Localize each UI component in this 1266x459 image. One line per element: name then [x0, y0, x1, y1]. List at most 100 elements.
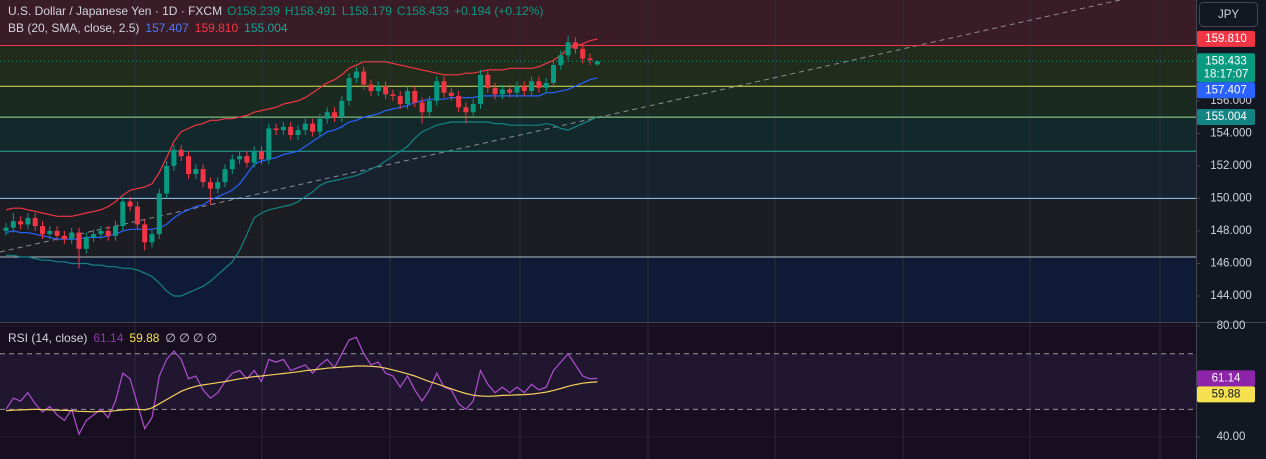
candle-body — [485, 74, 491, 88]
rsi-ma-value: 59.88 — [129, 331, 159, 345]
rsi-inputs: ∅ ∅ ∅ ∅ — [165, 331, 217, 345]
candle-body — [215, 182, 221, 189]
indicator-line — [5, 365, 598, 413]
candle-body — [54, 230, 60, 236]
candle-body — [551, 65, 556, 83]
candle-body — [426, 100, 432, 113]
candle-body — [259, 151, 264, 160]
candle-body — [470, 104, 476, 113]
zone — [0, 256, 1196, 322]
candle-body — [120, 201, 126, 227]
candle-body — [149, 234, 155, 243]
candle-body — [244, 156, 250, 163]
candle-body — [434, 81, 440, 101]
price-label-box — [1197, 370, 1255, 387]
candle-body — [448, 92, 454, 96]
candle-body — [288, 126, 294, 135]
rsi-value: 61.14 — [93, 331, 123, 345]
candle-body — [69, 232, 75, 240]
price-label-box — [1197, 53, 1255, 83]
zone — [0, 86, 1196, 118]
currency-button[interactable] — [1199, 2, 1258, 27]
indicator-line — [5, 77, 598, 240]
candle-body — [390, 94, 396, 96]
candle-body — [280, 126, 286, 131]
price-label-box — [1197, 82, 1255, 99]
candle-body — [412, 91, 418, 103]
candle-body — [543, 82, 549, 88]
high: H158.491 — [285, 4, 337, 18]
candle-body — [61, 235, 67, 240]
candle-body — [565, 42, 571, 56]
price-label: 157.407 — [1205, 84, 1247, 96]
indicator-line — [5, 336, 598, 436]
zone — [0, 0, 1196, 46]
y-tick-label: 80.00 — [1217, 320, 1246, 332]
candle-body — [273, 128, 279, 131]
candle-body — [47, 230, 53, 235]
candle-body — [193, 169, 199, 175]
price-label: 59.88 — [1212, 388, 1241, 400]
currency[interactable]: JPY — [1218, 9, 1239, 21]
candle-body — [25, 217, 31, 225]
candle-body — [83, 237, 89, 249]
zone — [0, 151, 1196, 199]
candle-body — [127, 201, 133, 207]
indicator-line — [5, 38, 598, 217]
candle-body — [419, 102, 425, 113]
price-label-box — [1197, 30, 1255, 47]
zone — [0, 117, 1196, 152]
candle-body — [105, 230, 111, 236]
candle-body — [499, 89, 505, 95]
y-tick-label: 146.000 — [1210, 257, 1252, 269]
candle-body — [302, 123, 308, 131]
candle-body — [324, 112, 330, 119]
y-tick-label: 152.000 — [1210, 160, 1252, 172]
candle-body — [171, 149, 177, 166]
candle-body — [317, 118, 323, 132]
candle-body — [587, 58, 593, 61]
candle-body — [186, 156, 191, 175]
zone — [0, 45, 1196, 87]
candle-body — [207, 182, 213, 189]
price-label: 155.004 — [1205, 111, 1247, 123]
candle-body — [383, 86, 389, 95]
candle-body — [332, 112, 337, 118]
zone — [0, 198, 1196, 257]
candle-body — [32, 217, 38, 227]
candle-body — [361, 71, 367, 85]
price-label: 159.810 — [1205, 33, 1247, 45]
indicator-line — [6, 116, 598, 297]
candle-body — [237, 156, 243, 160]
rsi-legend: RSI (14, close) 61.14 59.88 ∅ ∅ ∅ ∅ — [8, 331, 217, 345]
close: C158.433 — [397, 4, 449, 18]
price-label-box — [1197, 109, 1255, 126]
candle-body — [18, 221, 24, 225]
price-label-box — [1197, 386, 1255, 403]
candle-body — [98, 230, 104, 235]
candle-body — [558, 55, 564, 66]
candle-body — [368, 84, 374, 92]
candle-body — [200, 169, 206, 183]
change: +0.194 (+0.12%) — [454, 4, 543, 18]
y-tick-label: 40.00 — [1217, 431, 1246, 443]
candle-body — [164, 165, 170, 194]
bb-basis: 157.407 — [145, 21, 189, 35]
candle-body — [295, 130, 301, 135]
candle-body — [40, 226, 45, 235]
candle-body — [229, 159, 235, 170]
bb-lower: 155.004 — [244, 21, 288, 35]
candle-body — [572, 42, 578, 49]
price-label: 61.14 — [1212, 372, 1241, 384]
candle-body — [251, 151, 257, 163]
candle-body — [405, 91, 410, 105]
data-layer — [3, 35, 600, 436]
candle-body — [353, 71, 359, 79]
candle-body — [156, 193, 162, 235]
candle-body — [463, 107, 469, 113]
price-label: 158.433 — [1205, 55, 1247, 67]
candle-body — [3, 227, 9, 231]
